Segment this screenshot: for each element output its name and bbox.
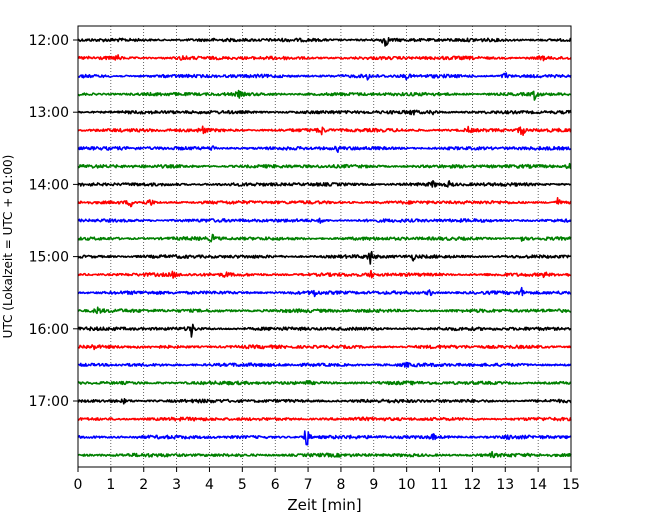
y-tick-label-14:00: 14:00 [29, 177, 69, 193]
trace-1245 [77, 89, 572, 101]
trace-1230 [77, 72, 572, 81]
y-tick-label-17:00: 17:00 [29, 394, 69, 410]
x-tick-label-15: 15 [562, 477, 580, 493]
trace-1715 [77, 416, 572, 422]
y-tick-label-15:00: 15:00 [29, 250, 69, 266]
x-tick-label-8: 8 [336, 477, 345, 493]
x-tick-label-10: 10 [398, 477, 416, 493]
x-tick-label-4: 4 [205, 477, 214, 493]
x-tick-label-11: 11 [431, 477, 449, 493]
trace-1615 [77, 344, 572, 351]
trace-1200 [77, 37, 572, 47]
x-tick-label-7: 7 [304, 477, 313, 493]
x-tick-label-13: 13 [496, 477, 514, 493]
trace-1215 [77, 54, 572, 62]
trace-1300 [77, 109, 572, 116]
trace-1545 [77, 306, 572, 315]
y-axis-ticks: 12:00 13:00 14:00 15:00 16:00 17:00 [29, 33, 78, 410]
trace-1700 [77, 398, 572, 405]
y-tick-label-16:00: 16:00 [29, 322, 69, 338]
x-tick-label-0: 0 [74, 477, 83, 493]
x-tick-label-2: 2 [139, 477, 148, 493]
trace-1745 [77, 450, 572, 459]
x-tick-label-9: 9 [369, 477, 378, 493]
x-axis-ticks: 0 1 2 3 4 5 6 7 8 9 10 11 12 13 14 15 [74, 467, 580, 493]
trace-1415 [77, 197, 572, 208]
y-tick-label-12:00: 12:00 [29, 33, 69, 49]
trace-1345 [77, 162, 572, 170]
trace-1730 [77, 430, 572, 446]
trace-1445 [77, 233, 572, 243]
trace-1500 [77, 250, 572, 265]
x-tick-label-1: 1 [106, 477, 115, 493]
trace-1315 [77, 125, 572, 136]
trace-1530 [77, 286, 572, 298]
trace-1515 [77, 269, 572, 279]
trace-1330 [77, 145, 572, 153]
x-tick-label-6: 6 [271, 477, 280, 493]
trace-1430 [77, 217, 572, 224]
x-tick-label-3: 3 [172, 477, 181, 493]
x-tick-label-5: 5 [238, 477, 247, 493]
trace-1630 [77, 361, 572, 368]
trace-1600 [77, 323, 572, 338]
trace-1400 [77, 180, 572, 188]
x-tick-label-12: 12 [463, 477, 481, 493]
y-axis-label: UTC (Lokalzeit = UTC + 01:00) [1, 155, 15, 339]
plot-area-frame [77, 25, 572, 468]
trace-1645 [77, 380, 572, 386]
y-tick-label-13:00: 13:00 [29, 105, 69, 121]
x-axis-label: Zeit [min] [287, 496, 361, 514]
trace-series [77, 37, 572, 459]
x-tick-label-14: 14 [529, 477, 547, 493]
